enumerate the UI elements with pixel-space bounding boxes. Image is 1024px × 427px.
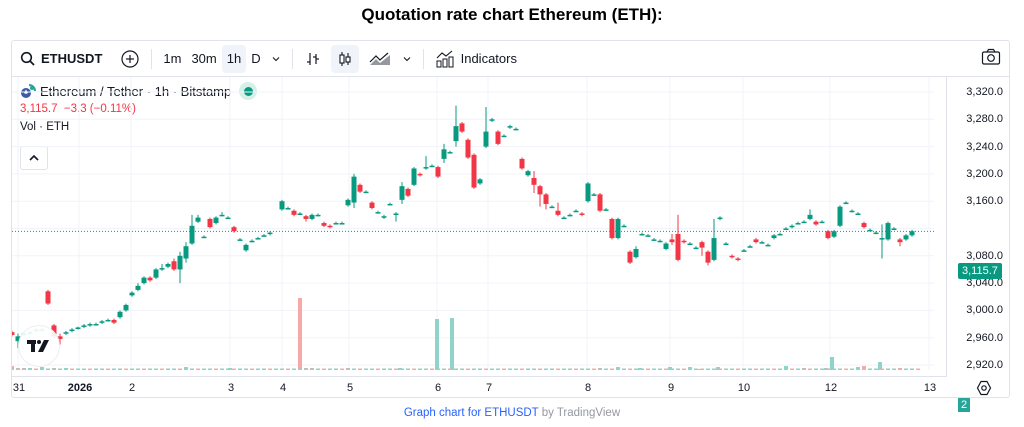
chart-type-dropdown[interactable] xyxy=(397,45,417,73)
price-axis-label: 2,920.0 xyxy=(966,359,1003,371)
attribution: Graph chart for ETHUSDT by TradingView xyxy=(0,407,1024,419)
price-axis-label: 3,280.0 xyxy=(966,113,1003,126)
area-chart-type-button[interactable] xyxy=(363,45,397,73)
time-axis-label: 6 xyxy=(434,382,442,394)
symbol-label: ETHUSDT xyxy=(41,51,103,66)
time-axis-label: 3 xyxy=(227,382,235,394)
time-axis-label: 12 xyxy=(824,382,838,394)
chart-title: Ethereum / Tether · 1h · Bitstamp xyxy=(40,83,232,99)
tradingview-logo-icon xyxy=(27,340,49,352)
price-axis-label: 3,200.0 xyxy=(966,167,1003,180)
time-axis[interactable]: 31 2026 2 3 4 5 6 7 8 9 10 12 13 xyxy=(12,376,946,399)
chart-link[interactable]: Graph chart for ETHUSDT xyxy=(403,407,539,419)
volume-legend: Vol · ETH xyxy=(20,121,70,133)
volume-tag: 2 xyxy=(958,398,971,412)
interval-dropdown[interactable] xyxy=(266,45,286,73)
price-axis-label: 3,320.0 xyxy=(966,86,1003,98)
market-open-indicator[interactable] xyxy=(239,82,258,100)
time-axis-label: 31 xyxy=(12,382,26,394)
candles-chart-type-button[interactable] xyxy=(330,44,359,73)
price-axis-label: 2,960.0 xyxy=(966,331,1003,344)
time-axis-label: 2 xyxy=(128,382,136,394)
chevron-up-icon xyxy=(29,154,39,161)
time-axis-label: 9 xyxy=(667,382,675,394)
price-axis-label: 3,160.0 xyxy=(966,195,1003,208)
chevron-down-icon xyxy=(403,56,410,61)
settings-hexagon-icon xyxy=(976,380,992,396)
interval-1h[interactable]: 1h xyxy=(221,44,247,73)
candlestick-plot[interactable] xyxy=(12,77,934,370)
price-axis-label: 3,000.0 xyxy=(966,304,1003,317)
price-change: 3,115.7 −3.3 (−0.11%) xyxy=(20,103,257,115)
price-axis[interactable]: 3,320.0 3,280.0 3,240.0 3,200.0 3,160.0 3,080… xyxy=(946,77,1011,377)
interval-30m[interactable]: 30m xyxy=(191,51,217,66)
chart-toolbar: ETHUSDT 1m 30m 1h D Indicators xyxy=(12,41,1009,77)
attribution-by: by TradingView xyxy=(541,407,621,419)
last-price-tag: 3,115.7 xyxy=(958,263,1002,279)
price-axis-label: 3,040.0 xyxy=(966,277,1003,290)
interval-1m[interactable]: 1m xyxy=(163,51,182,66)
toolbar-divider xyxy=(422,48,424,69)
price-axis-label: 3,240.0 xyxy=(966,140,1003,153)
price-axis-label: 3,080.0 xyxy=(966,249,1003,262)
snapshot-button[interactable] xyxy=(981,48,1001,69)
plus-circle-icon xyxy=(121,49,139,68)
toolbar-divider xyxy=(151,48,153,69)
indicators-label: Indicators xyxy=(460,51,517,66)
search-icon xyxy=(20,51,35,66)
camera-icon xyxy=(981,48,1001,65)
chart-settings-button[interactable] xyxy=(976,380,992,401)
tradingview-logo[interactable] xyxy=(18,325,60,367)
compare-symbol-button[interactable] xyxy=(115,45,145,73)
time-axis-label: 7 xyxy=(485,382,493,394)
change-value: −3.3 (−0.11%) xyxy=(63,103,136,115)
page-title: Quotation rate chart Ethereum (ETH): xyxy=(361,5,663,24)
chevron-down-icon xyxy=(272,56,279,61)
area-chart-icon xyxy=(369,52,390,65)
chart-widget: ETHUSDT 1m 30m 1h D Indicators xyxy=(11,40,1011,412)
indicators-button[interactable]: Indicators xyxy=(430,45,522,73)
time-axis-label: 4 xyxy=(279,382,287,394)
time-axis-label: 13 xyxy=(923,382,937,394)
time-axis-label: 10 xyxy=(737,382,751,394)
bar-chart-type-button[interactable] xyxy=(299,45,327,73)
time-axis-label: 5 xyxy=(346,382,354,394)
chart-legend: Ethereum / Tether · 1h · Bitstamp 3,115.… xyxy=(20,81,258,133)
time-axis-label: 8 xyxy=(584,382,592,394)
collapse-legend-button[interactable] xyxy=(20,146,48,170)
bars-icon xyxy=(306,52,319,65)
time-axis-label: 2026 xyxy=(67,382,93,394)
toolbar-divider xyxy=(291,48,293,69)
last-price: 3,115.7 xyxy=(20,103,58,115)
symbol-search-button[interactable]: ETHUSDT xyxy=(12,45,107,73)
indicators-icon xyxy=(436,50,454,67)
candles-icon xyxy=(339,51,351,66)
interval-d[interactable]: D xyxy=(251,51,261,66)
